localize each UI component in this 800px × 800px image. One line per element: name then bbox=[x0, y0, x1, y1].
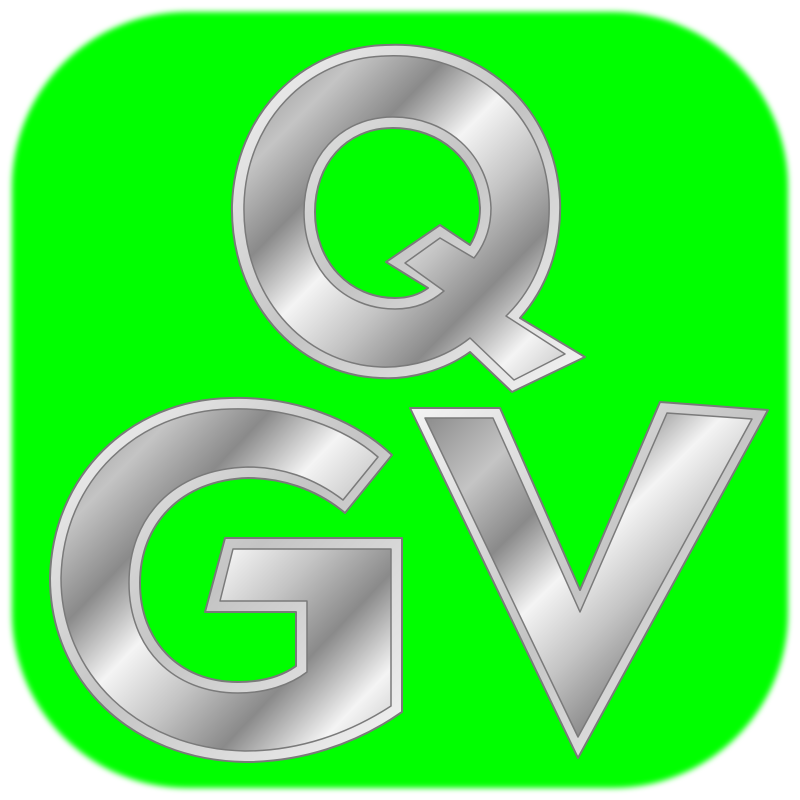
letter-g-glyph bbox=[49, 396, 403, 763]
letter-v-glyph bbox=[409, 401, 769, 759]
letter-q-glyph bbox=[230, 43, 586, 393]
